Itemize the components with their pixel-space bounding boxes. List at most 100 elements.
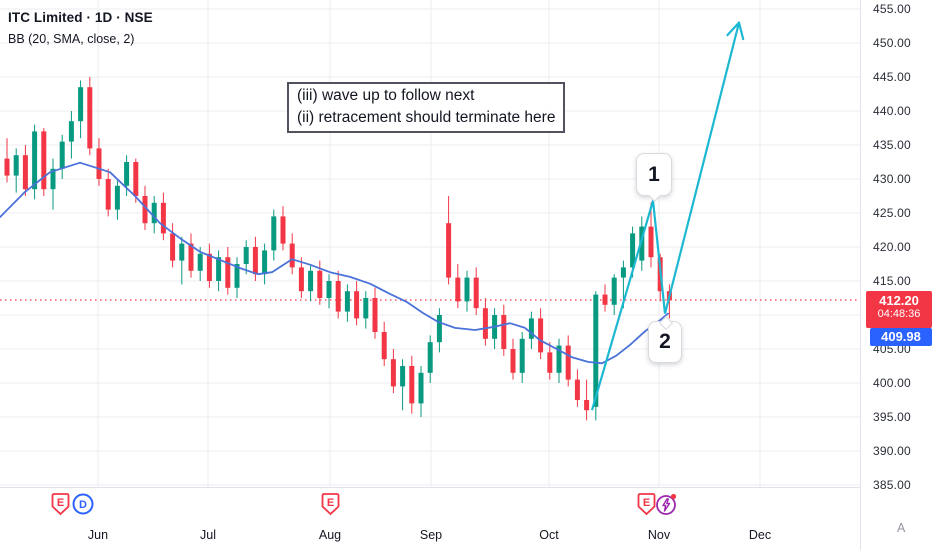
candle[interactable] xyxy=(335,270,341,319)
candle[interactable] xyxy=(41,128,47,196)
earnings-event-icon[interactable]: E xyxy=(49,492,73,518)
last-price-badge: 412.20 04:48:36 xyxy=(866,291,932,328)
candle[interactable] xyxy=(344,284,350,322)
candle-body xyxy=(446,223,452,278)
candle[interactable] xyxy=(68,111,74,159)
candle[interactable] xyxy=(179,236,185,285)
candle[interactable] xyxy=(455,264,461,309)
candle[interactable] xyxy=(22,145,28,196)
earnings-event-icon[interactable]: E xyxy=(319,492,343,518)
candle-body xyxy=(234,264,240,288)
symbol-title[interactable]: ITC Limited · 1D · NSE xyxy=(8,10,153,25)
candle[interactable] xyxy=(206,243,212,288)
candle[interactable] xyxy=(611,274,617,315)
candle[interactable] xyxy=(436,308,442,353)
candle[interactable] xyxy=(4,138,10,183)
candle[interactable] xyxy=(427,335,433,383)
candle-body xyxy=(335,281,341,312)
time-axis[interactable]: Jun Jul Aug Sep Oct Nov Dec E D E E xyxy=(0,487,860,550)
candle[interactable] xyxy=(32,124,38,200)
candle-body xyxy=(390,359,396,387)
candle[interactable] xyxy=(87,77,93,156)
projection-arrow-head xyxy=(726,21,741,37)
candle[interactable] xyxy=(216,250,222,292)
candle[interactable] xyxy=(574,369,580,407)
candle[interactable] xyxy=(243,240,249,275)
candle-body xyxy=(547,352,553,373)
candle[interactable] xyxy=(510,338,516,380)
candle[interactable] xyxy=(160,192,166,241)
earnings-icon: E xyxy=(321,493,340,516)
candle[interactable] xyxy=(602,284,608,312)
chart-legend[interactable]: ITC Limited · 1D · NSE BB (20, SMA, clos… xyxy=(8,8,153,48)
candle[interactable] xyxy=(133,158,139,203)
price-tick-label: 440.00 xyxy=(873,104,911,118)
candle[interactable] xyxy=(492,308,498,349)
candle[interactable] xyxy=(59,134,65,179)
time-tick-label-oct: Oct xyxy=(539,528,559,542)
candle[interactable] xyxy=(446,196,452,285)
price-axis[interactable]: 412.20 04:48:36 409.98 A 455.00 450.00 445… xyxy=(860,0,932,550)
candle[interactable] xyxy=(262,243,268,285)
dividend-event-icon[interactable]: D xyxy=(71,492,95,518)
candle[interactable] xyxy=(547,342,553,380)
candle[interactable] xyxy=(390,349,396,394)
candle[interactable] xyxy=(96,138,102,186)
candle[interactable] xyxy=(170,223,176,268)
candle[interactable] xyxy=(308,264,314,302)
candle[interactable] xyxy=(409,355,415,414)
candle[interactable] xyxy=(473,267,479,315)
time-tick-label-nov: Nov xyxy=(647,528,671,542)
candle[interactable] xyxy=(271,209,277,261)
candle-body xyxy=(32,131,38,190)
candle-body xyxy=(519,338,525,373)
candle[interactable] xyxy=(400,359,406,411)
candle[interactable] xyxy=(464,270,470,312)
earnings-event-icon[interactable]: E xyxy=(635,492,659,518)
candle[interactable] xyxy=(105,168,111,217)
candle[interactable] xyxy=(556,338,562,383)
candle[interactable] xyxy=(225,247,231,295)
time-tick-label-jul: Jul xyxy=(200,528,216,542)
wave-zigzag-line[interactable] xyxy=(590,199,667,411)
candle[interactable] xyxy=(50,158,56,210)
projection-arrow-shaft[interactable] xyxy=(663,22,741,314)
candle[interactable] xyxy=(519,332,525,383)
candle-body xyxy=(105,179,111,210)
auto-scale-label[interactable]: A xyxy=(897,521,906,535)
candle[interactable] xyxy=(289,233,295,275)
candle[interactable] xyxy=(151,196,157,234)
candle[interactable] xyxy=(528,311,534,349)
candle[interactable] xyxy=(565,335,571,387)
candle[interactable] xyxy=(280,206,286,251)
bb-basis-line[interactable] xyxy=(0,161,669,365)
candle[interactable] xyxy=(584,379,590,421)
candle[interactable] xyxy=(114,179,120,220)
candle[interactable] xyxy=(326,274,332,309)
candle[interactable] xyxy=(639,216,645,271)
candle[interactable] xyxy=(418,366,424,417)
flash-event-icon[interactable] xyxy=(655,492,679,518)
wave-annotation-callout[interactable]: (iii) wave up to follow next (ii) retrac… xyxy=(287,82,566,134)
wave-label-1[interactable]: 1 xyxy=(636,153,672,202)
candle[interactable] xyxy=(363,291,369,329)
candle-body xyxy=(455,277,461,302)
candle[interactable] xyxy=(501,304,507,356)
wave-label-2[interactable]: 2 xyxy=(648,315,682,363)
candle-body xyxy=(4,158,10,176)
candle[interactable] xyxy=(13,148,19,193)
candle[interactable] xyxy=(372,287,378,339)
candle[interactable] xyxy=(354,281,360,326)
candle[interactable] xyxy=(648,202,654,268)
candle[interactable] xyxy=(298,257,304,298)
candle[interactable] xyxy=(188,233,194,278)
time-tick-label-jun: Jun xyxy=(87,528,109,542)
candle[interactable] xyxy=(482,298,488,346)
candle[interactable] xyxy=(78,80,84,139)
candle[interactable] xyxy=(538,308,544,360)
candle-body xyxy=(317,270,323,298)
indicator-label[interactable]: BB (20, SMA, close, 2) xyxy=(8,31,135,46)
candle[interactable] xyxy=(381,321,387,366)
price-tick-label: 450.00 xyxy=(873,36,911,50)
candle[interactable] xyxy=(234,257,240,298)
